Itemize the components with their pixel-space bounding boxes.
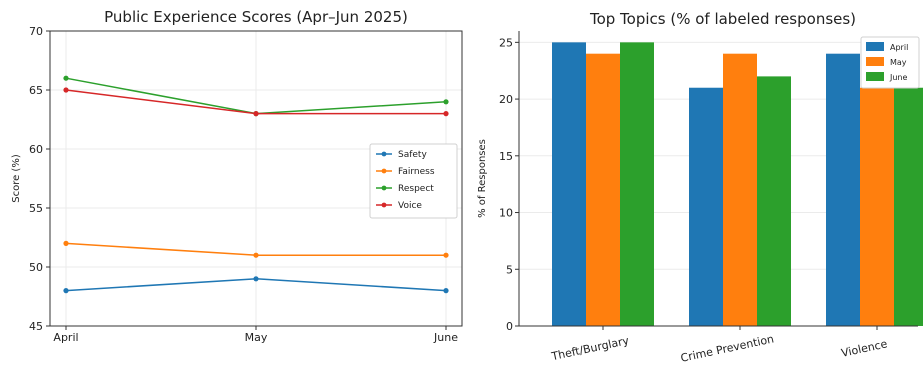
bar-june-violence (894, 87, 923, 326)
legend-swatch-april (866, 42, 884, 51)
legend-label-april: April (890, 43, 908, 52)
bar-may-theft-burglary (586, 53, 620, 326)
line-plot-frame (49, 30, 463, 327)
y-tick-label: 65 (29, 84, 43, 97)
bar-chart-title: Top Topics (% of labeled responses) (589, 10, 856, 28)
data-point-safety (443, 288, 449, 294)
data-point-safety (253, 276, 259, 282)
legend-label-safety: Safety (398, 150, 427, 160)
data-point-voice (443, 111, 449, 117)
x-tick-label-violence: Violence (840, 337, 889, 359)
y-tick-label: 5 (506, 263, 513, 276)
y-tick-label: 10 (499, 207, 513, 220)
bar-may-violence (860, 87, 894, 326)
bar-june-theft-burglary (620, 42, 654, 326)
y-tick-label: 45 (29, 320, 43, 333)
data-point-fairness (63, 240, 69, 246)
legend-swatch-june (866, 72, 884, 81)
data-point-voice (63, 87, 69, 93)
y-tick-label: 20 (499, 93, 513, 106)
data-point-fairness (443, 252, 449, 258)
x-tick-label-june: June (433, 331, 458, 344)
y-tick-label: 25 (499, 36, 513, 49)
legend-label-may: May (890, 58, 907, 67)
y-tick-label: 55 (29, 202, 43, 215)
legend-label-june: June (889, 73, 908, 82)
legend-marker-fairness (381, 168, 387, 174)
line-y-axis-label: Score (%) (11, 154, 22, 203)
x-tick-label-april: April (53, 331, 78, 344)
bar-april-theft-burglary (552, 42, 586, 326)
data-point-respect (63, 75, 69, 81)
legend-marker-voice (381, 202, 387, 208)
legend-label-fairness: Fairness (398, 167, 435, 177)
x-tick-label-crime-prevention: Crime Prevention (679, 332, 775, 364)
y-tick-label: 15 (499, 150, 513, 163)
data-point-safety (63, 288, 69, 294)
data-point-respect (443, 99, 449, 105)
y-tick-label: 0 (506, 320, 513, 333)
line-chart-title: Public Experience Scores (Apr–Jun 2025) (104, 8, 408, 26)
x-tick-label-may: May (245, 331, 268, 344)
data-point-fairness (253, 252, 259, 258)
bar-april-crime-prevention (689, 87, 723, 326)
legend-label-voice: Voice (398, 201, 422, 211)
legend-marker-safety (381, 151, 387, 157)
bar-april-violence (826, 53, 860, 326)
bar-june-crime-prevention (757, 76, 791, 326)
x-tick-label-theft-burglary: Theft/Burglary (549, 334, 630, 363)
legend-marker-respect (381, 185, 387, 191)
bar-y-axis-label: % of Responses (477, 139, 488, 218)
y-tick-label: 60 (29, 143, 43, 156)
legend-swatch-may (866, 57, 884, 66)
y-tick-label: 50 (29, 261, 43, 274)
bar-may-crime-prevention (723, 53, 757, 326)
y-tick-label: 70 (29, 25, 43, 38)
legend-label-respect: Respect (398, 184, 434, 194)
data-point-voice (253, 111, 259, 117)
line-legend-box (369, 143, 458, 219)
